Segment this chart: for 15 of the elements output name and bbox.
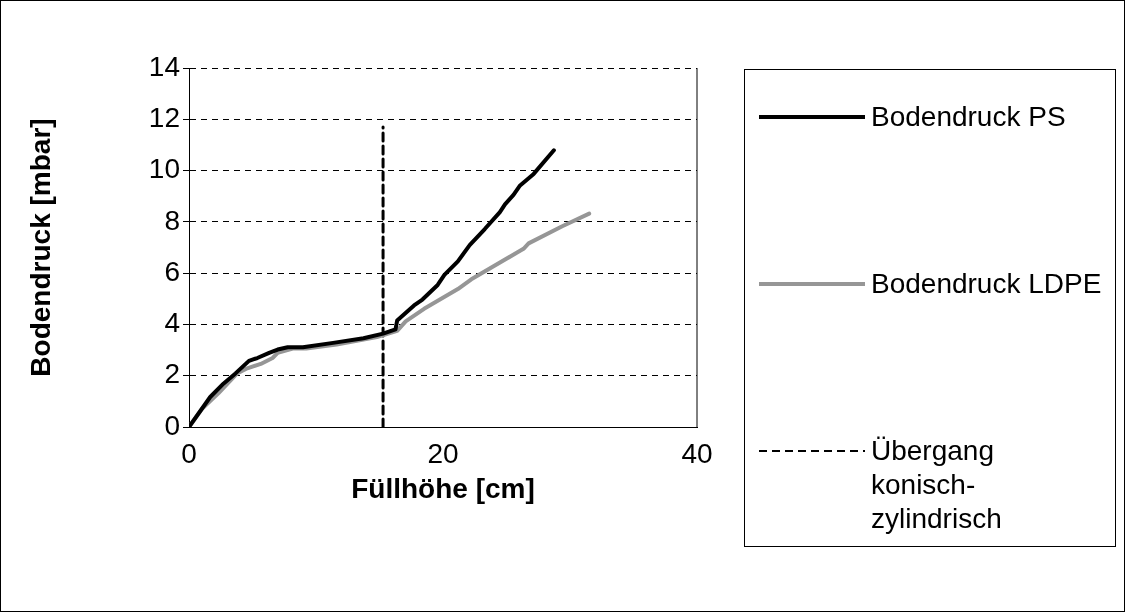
y-tick-label: 6	[164, 255, 180, 287]
x-axis-title: Füllhöhe [cm]	[351, 472, 535, 504]
y-tick-label: 0	[164, 409, 180, 441]
y-axis-title: Bodendruck [mbar]	[24, 118, 56, 377]
x-tick-label: 20	[427, 437, 459, 469]
y-tick-label: 2	[164, 358, 180, 390]
legend-label: Übergang konisch-zylindrisch	[871, 434, 1003, 536]
y-tick-label: 4	[164, 307, 180, 339]
x-tick-label: 40	[681, 437, 713, 469]
legend-label: Bodendruck PS	[871, 100, 1066, 134]
y-tick-label: 14	[148, 50, 180, 82]
y-tick-label: 8	[164, 204, 180, 236]
legend-label: Bodendruck LDPE	[871, 267, 1102, 301]
y-tick-label: 10	[148, 153, 180, 185]
y-tick-label: 12	[148, 102, 180, 133]
